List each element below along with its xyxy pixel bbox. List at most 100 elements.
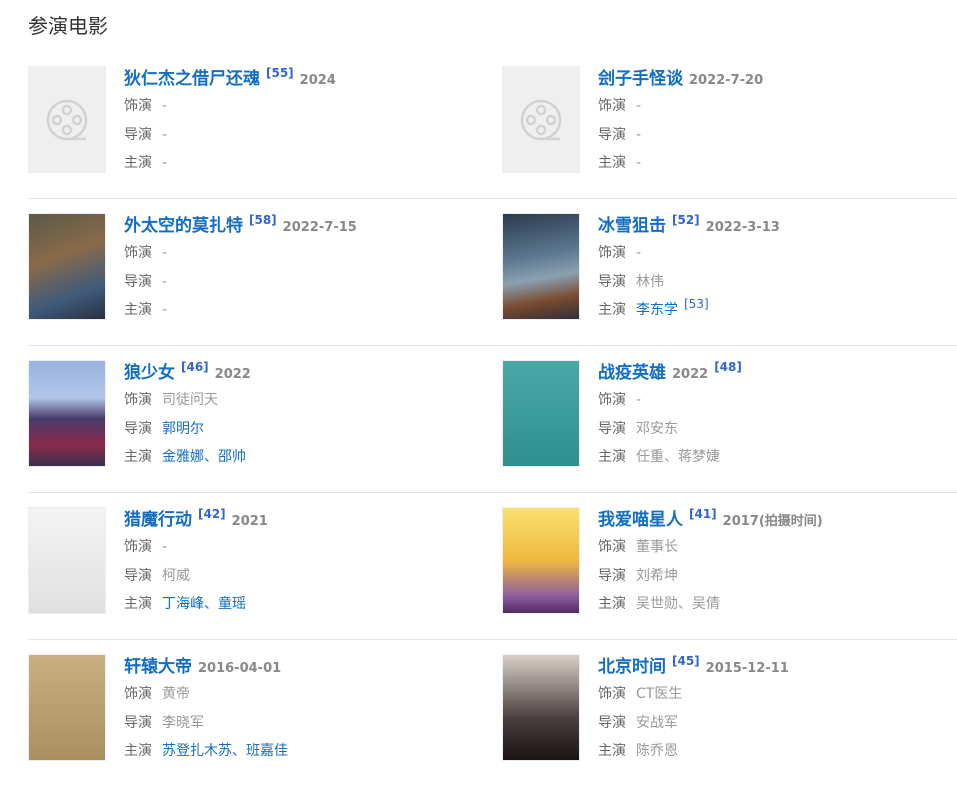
role-value: - [636, 392, 642, 408]
role-label: 饰演 [598, 245, 626, 261]
section-heading: 参演电影 [28, 14, 108, 38]
director-value[interactable]: 郭明尔 [162, 420, 204, 437]
role-label: 饰演 [598, 539, 626, 555]
cast-value[interactable]: 苏登扎木苏、班嘉佳 [162, 743, 288, 759]
reference-link[interactable]: [45] [672, 654, 700, 668]
movie-item: 北京时间 [45] 2015-12-11 饰演 CT医生 导演 安战军 主演 陈乔恩 [502, 654, 957, 764]
row-divider [28, 492, 957, 493]
poster-beijing[interactable] [502, 654, 580, 761]
cast-label: 主演 [598, 743, 626, 759]
row-divider [28, 345, 957, 346]
director-value: - [162, 273, 168, 290]
movie-item: 我爱喵星人 [41] 2017(拍摄时间) 饰演 董事长 导演 刘希坤 主演 吴世勋、吴倩 [502, 507, 957, 617]
movie-item: 冰雪狙击 [52] 2022-3-13 饰演 - 导演 林伟 主演 李东学 [53] [502, 213, 957, 323]
movie-item: 狼少女 [46] 2022 饰演 司徒问天 导演 郭明尔 主演 金雅娜、邵帅 [28, 360, 498, 470]
movie-date: 2021 [231, 514, 268, 529]
cast-label: 主演 [124, 155, 152, 171]
role-value: CT医生 [636, 686, 683, 702]
role-label: 饰演 [124, 392, 152, 408]
movie-item: 战疫英雄 2022 [48] 饰演 - 导演 邓安东 主演 任重、蒋梦婕 [502, 360, 957, 470]
movie-title-link[interactable]: 狼少女 [124, 363, 175, 383]
director-value: 邓安东 [636, 420, 678, 437]
cast-label: 主演 [598, 155, 626, 171]
director-label: 导演 [598, 126, 626, 143]
cast-value: - [162, 302, 168, 318]
cast-value: - [162, 155, 168, 171]
role-label: 饰演 [124, 245, 152, 261]
director-value: 李晓军 [162, 714, 204, 731]
movie-date: 2022 [672, 367, 709, 382]
cast-value[interactable]: 金雅娜、邵帅 [162, 449, 246, 465]
cast-value: 陈乔恩 [636, 743, 678, 759]
row-divider [28, 198, 957, 199]
movie-item: 猎魔行动 [42] 2021 饰演 - 导演 柯威 主演 丁海峰、童瑶 [28, 507, 498, 617]
reference-link[interactable]: [41] [689, 507, 717, 521]
poster-cat[interactable] [502, 507, 580, 614]
director-label: 导演 [124, 126, 152, 143]
poster-xuanyuan[interactable] [28, 654, 106, 761]
film-reel-icon [46, 99, 88, 140]
role-value: - [162, 539, 168, 555]
director-label: 导演 [598, 567, 626, 584]
director-label: 导演 [124, 567, 152, 584]
role-label: 饰演 [598, 392, 626, 408]
poster-hunt[interactable] [28, 507, 106, 614]
director-label: 导演 [124, 714, 152, 731]
placeholder-film-icon[interactable] [502, 66, 580, 173]
cast-label: 主演 [124, 449, 152, 465]
movie-title-link[interactable]: 冰雪狙击 [598, 216, 666, 236]
role-label: 饰演 [124, 98, 152, 114]
movie-item: 轩辕大帝 2016-04-01 饰演 黄帝 导演 李晓军 主演 苏登扎木苏、班嘉佳 [28, 654, 498, 764]
role-label: 饰演 [598, 686, 626, 702]
cast-label: 主演 [124, 743, 152, 759]
reference-link[interactable]: [48] [714, 360, 742, 374]
role-label: 饰演 [124, 539, 152, 555]
film-reel-icon [520, 99, 562, 140]
reference-link[interactable]: [58] [249, 213, 277, 227]
movie-title-link[interactable]: 北京时间 [598, 657, 666, 677]
director-label: 导演 [598, 273, 626, 290]
movie-date: 2024 [299, 73, 336, 88]
movie-title-link[interactable]: 猎魔行动 [124, 510, 192, 530]
cast-label: 主演 [598, 302, 626, 318]
movie-date: 2017(拍摄时间) [722, 514, 823, 529]
movie-row: 狄仁杰之借尸还魂 [55] 2024 饰演 - 导演 - 主演 - 刽子手怪谈 2022-7… [28, 66, 957, 213]
cast-value[interactable]: 丁海峰、童瑶 [162, 596, 246, 612]
placeholder-film-icon[interactable] [28, 66, 106, 173]
movie-title-link[interactable]: 战疫英雄 [598, 363, 666, 383]
cast-label: 主演 [124, 302, 152, 318]
movie-date: 2022-3-13 [705, 220, 780, 235]
row-divider [28, 639, 957, 640]
poster-mozart[interactable] [28, 213, 106, 320]
movie-title-link[interactable]: 外太空的莫扎特 [124, 216, 243, 236]
movie-row: 猎魔行动 [42] 2021 饰演 - 导演 柯威 主演 丁海峰、童瑶 我爱喵星人 [41]… [28, 507, 957, 654]
role-value: 司徒问天 [162, 392, 218, 408]
movie-title-link[interactable]: 我爱喵星人 [598, 510, 683, 530]
reference-link[interactable]: [46] [181, 360, 209, 374]
poster-wolf[interactable] [28, 360, 106, 467]
reference-link[interactable]: [55] [266, 66, 294, 80]
role-value: - [636, 245, 642, 261]
director-label: 导演 [124, 420, 152, 437]
movie-title-link[interactable]: 狄仁杰之借尸还魂 [124, 69, 260, 89]
director-value: 柯威 [162, 567, 190, 584]
cast-value[interactable]: 李东学 [636, 302, 678, 318]
movie-row: 轩辕大帝 2016-04-01 饰演 黄帝 导演 李晓军 主演 苏登扎木苏、班嘉佳 北京… [28, 654, 957, 801]
movie-title-link[interactable]: 轩辕大帝 [124, 657, 192, 677]
movie-row: 狼少女 [46] 2022 饰演 司徒问天 导演 郭明尔 主演 金雅娜、邵帅 战疫英雄 20… [28, 360, 957, 507]
movie-item: 刽子手怪谈 2022-7-20 饰演 - 导演 - 主演 - [502, 66, 957, 176]
role-label: 饰演 [124, 686, 152, 702]
movie-date: 2015-12-11 [705, 661, 789, 676]
cast-reference-link[interactable]: [53] [684, 297, 709, 311]
reference-link[interactable]: [42] [198, 507, 226, 521]
director-label: 导演 [124, 273, 152, 290]
poster-hero[interactable] [502, 360, 580, 467]
reference-link[interactable]: [52] [672, 213, 700, 227]
role-value: 董事长 [636, 539, 678, 555]
cast-label: 主演 [598, 596, 626, 612]
movie-item: 外太空的莫扎特 [58] 2022-7-15 饰演 - 导演 - 主演 - [28, 213, 498, 323]
poster-ice[interactable] [502, 213, 580, 320]
movie-title-link[interactable]: 刽子手怪谈 [598, 69, 683, 89]
role-value: - [162, 98, 168, 114]
role-label: 饰演 [598, 98, 626, 114]
